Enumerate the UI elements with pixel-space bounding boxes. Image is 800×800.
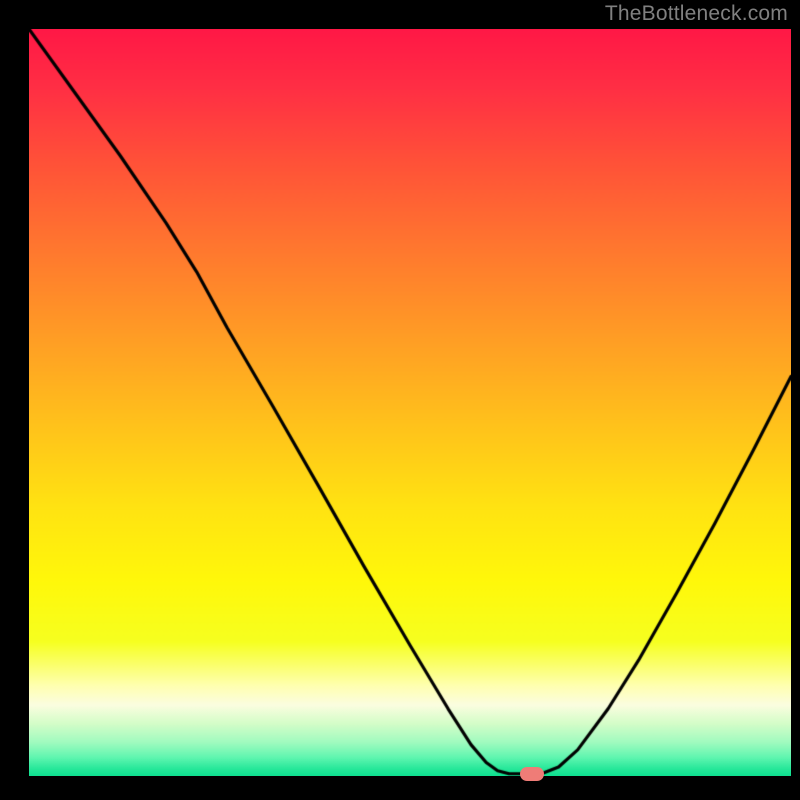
watermark-text: TheBottleneck.com (605, 2, 788, 26)
selected-point-marker (520, 767, 544, 781)
curve-line (29, 29, 791, 776)
plot-area (29, 29, 791, 776)
